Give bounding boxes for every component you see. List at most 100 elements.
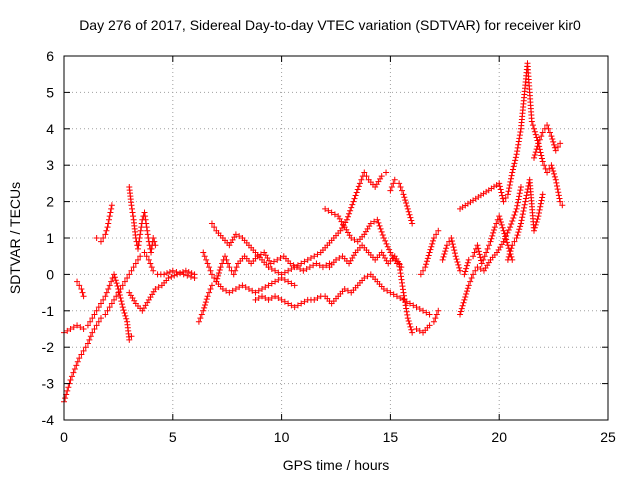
data-point-interp <box>198 311 205 318</box>
data-point-interp <box>521 204 528 211</box>
data-point-interp <box>136 238 143 245</box>
data-point <box>67 376 74 383</box>
data-point-interp <box>229 287 236 294</box>
data-point-interp <box>477 265 484 272</box>
data-point-interp <box>147 260 154 267</box>
data-point-interp <box>553 179 560 186</box>
data-point-interp <box>177 270 184 277</box>
data-point <box>474 242 481 249</box>
data-point-interp <box>515 229 522 236</box>
data-point-interp <box>112 277 119 284</box>
data-point-interp <box>105 216 112 223</box>
data-point-interp <box>512 157 519 164</box>
data-point <box>500 238 507 245</box>
data-point-interp <box>224 260 231 267</box>
data-point <box>457 267 464 274</box>
data-point <box>426 249 433 256</box>
data-point-interp <box>463 291 470 298</box>
data-point <box>430 318 437 325</box>
data-point-interp <box>86 336 93 343</box>
data-point-interp <box>507 178 514 185</box>
data-point <box>461 296 468 303</box>
data-point-interp <box>108 278 115 285</box>
data-point <box>552 147 559 154</box>
data-point-interp <box>353 189 360 196</box>
data-point-interp <box>104 307 111 314</box>
data-point-interp <box>467 278 474 285</box>
data-point-interp <box>459 302 466 309</box>
data-point <box>143 224 150 231</box>
data-point-interp <box>556 195 563 202</box>
data-point <box>548 162 555 169</box>
data-point-interp <box>130 213 137 220</box>
data-point <box>150 267 157 274</box>
data-point-interp <box>257 251 264 258</box>
data-point-interp <box>420 267 427 274</box>
data-point <box>93 235 100 241</box>
data-point <box>84 322 91 329</box>
data-point <box>93 322 100 329</box>
data-point <box>531 154 538 161</box>
data-point-interp <box>207 285 214 292</box>
data-point <box>204 293 211 300</box>
data-point <box>298 300 305 307</box>
data-point-interp <box>155 284 162 291</box>
data-point-interp <box>464 259 471 266</box>
data-point <box>328 209 335 216</box>
data-point <box>470 253 477 260</box>
data-point-interp <box>216 267 223 274</box>
data-point <box>111 296 118 303</box>
data-point-interp <box>122 312 129 319</box>
data-point-interp <box>519 211 526 218</box>
data-point-interp <box>403 308 410 315</box>
data-point-interp <box>348 204 355 211</box>
data-point-interp <box>184 272 191 279</box>
data-point <box>513 235 520 241</box>
data-point-interp <box>144 227 151 234</box>
data-point-interp <box>499 195 506 202</box>
data-point <box>474 264 481 271</box>
data-point <box>356 180 363 187</box>
y-axis-label: SDTVAR / TECUs <box>7 182 23 294</box>
data-point <box>84 340 91 347</box>
data-point-interp <box>451 250 458 257</box>
data-point <box>128 333 135 340</box>
data-point <box>128 202 135 209</box>
data-point-interp <box>497 218 504 225</box>
data-point-interp <box>408 326 415 333</box>
data-point-interp <box>514 148 521 155</box>
data-point-interp <box>410 302 417 309</box>
data-point-interp <box>493 220 500 227</box>
data-point-interp <box>188 270 195 277</box>
data-point-interp <box>496 183 503 190</box>
data-point-interp <box>351 195 358 202</box>
data-point-interp <box>549 165 556 172</box>
data-point <box>102 293 109 300</box>
data-point <box>124 275 131 282</box>
data-point-interp <box>379 231 386 238</box>
data-point-interp <box>301 298 308 305</box>
data-point <box>208 220 215 227</box>
data-point-interp <box>514 199 521 206</box>
data-point-interp <box>515 138 522 145</box>
data-point-interp <box>288 265 295 272</box>
data-point-interp <box>91 326 98 332</box>
data-point-interp <box>384 287 391 294</box>
data-point-interp <box>236 233 243 240</box>
data-point <box>191 271 198 278</box>
data-point-interp <box>538 155 545 162</box>
data-point-interp <box>517 187 524 194</box>
data-point-interp <box>488 235 495 242</box>
data-point-interp <box>505 226 512 233</box>
data-point-interp <box>148 264 155 271</box>
data-point-interp <box>523 192 530 199</box>
data-point-interp <box>211 275 218 282</box>
data-point-interp <box>537 149 544 156</box>
data-point-interp <box>402 197 409 204</box>
data-point-interp <box>442 248 449 255</box>
data-point-interp <box>517 223 524 230</box>
data-point <box>452 253 459 260</box>
data-point <box>504 191 511 198</box>
data-point-interp <box>206 264 213 271</box>
data-point <box>500 227 507 234</box>
